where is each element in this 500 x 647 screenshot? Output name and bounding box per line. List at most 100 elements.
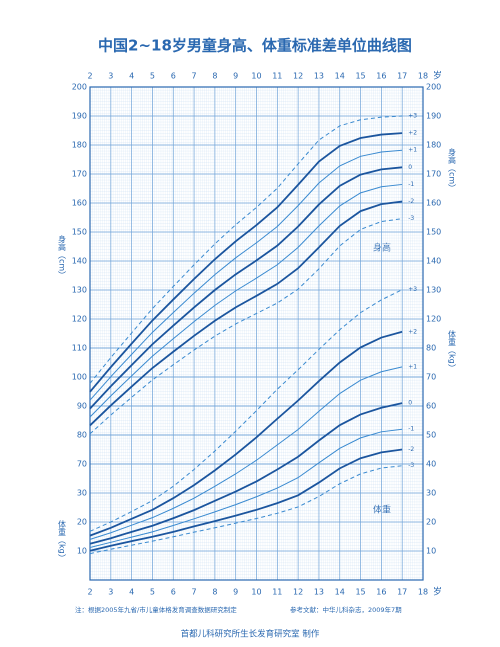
growth-curve bbox=[89, 132, 403, 393]
x-tick-label: 2 bbox=[87, 72, 92, 81]
y2-tick-label: 40 bbox=[426, 460, 436, 469]
x-tick-label: 3 bbox=[108, 588, 113, 597]
x-tick-label: 11 bbox=[272, 588, 282, 597]
y-tick-label-right: 130 bbox=[426, 286, 441, 295]
x-tick-label: 12 bbox=[293, 72, 303, 81]
x-tick-label: 16 bbox=[376, 72, 386, 81]
growth-curve bbox=[89, 402, 403, 545]
curve-label: 0 bbox=[408, 164, 412, 171]
y2-tick-label: 80 bbox=[426, 344, 436, 353]
y-tick-label: 200 bbox=[72, 83, 87, 92]
x-tick-label: 15 bbox=[355, 72, 365, 81]
x-tick-label: 13 bbox=[314, 72, 324, 81]
x-tick-label: 6 bbox=[171, 72, 176, 81]
y-tick-label: 90 bbox=[77, 402, 87, 411]
y2-tick-label: 10 bbox=[426, 547, 436, 556]
curve-label: -2 bbox=[408, 446, 414, 453]
curve-label: -2 bbox=[408, 198, 414, 205]
x-tick-label: 18 bbox=[418, 588, 428, 597]
y-tick-label: 120 bbox=[72, 315, 87, 324]
y2-tick-label: 70 bbox=[426, 373, 436, 382]
curve-label: +3 bbox=[408, 113, 417, 120]
x-unit: 岁 bbox=[433, 586, 442, 598]
curve-label: +1 bbox=[408, 363, 417, 370]
x-tick-label: 18 bbox=[418, 72, 428, 81]
growth-curve bbox=[89, 166, 403, 410]
x-tick-label: 6 bbox=[171, 588, 176, 597]
y-tick-label-right: 160 bbox=[426, 199, 441, 208]
y2-tick-label: 20 bbox=[426, 518, 436, 527]
x-tick-label: 17 bbox=[397, 588, 407, 597]
x-tick-label: 7 bbox=[192, 72, 197, 81]
curve-label: +2 bbox=[408, 328, 417, 335]
footer: 首都儿科研究所生长发育研究室 制作 bbox=[181, 629, 320, 640]
x-tick-label: 11 bbox=[272, 72, 282, 81]
curve-label: -3 bbox=[408, 462, 414, 469]
x-tick-label: 5 bbox=[150, 72, 155, 81]
x-tick-label: 10 bbox=[251, 72, 261, 81]
y-tick-label: 100 bbox=[72, 373, 87, 382]
y2-axis-label: 体重（kg） bbox=[448, 329, 457, 372]
y-tick-label: 150 bbox=[72, 228, 87, 237]
y-tick-label: 190 bbox=[72, 112, 87, 121]
y-axis-label: 身高（cm） bbox=[58, 234, 67, 279]
y-tick-label: 70 bbox=[77, 460, 87, 469]
y-tick-label: 110 bbox=[72, 344, 87, 353]
y2-tick-label: 50 bbox=[426, 431, 436, 440]
growth-curve bbox=[89, 183, 403, 418]
x-tick-label: 12 bbox=[293, 588, 303, 597]
curve-label: +2 bbox=[408, 130, 417, 137]
growth-curve bbox=[89, 428, 403, 549]
x-tick-label: 4 bbox=[129, 588, 134, 597]
plot-frame bbox=[89, 86, 424, 581]
curve-label: -1 bbox=[408, 181, 414, 188]
curve-label: 0 bbox=[408, 400, 412, 407]
y2-tick-label: 60 bbox=[426, 402, 436, 411]
chart-title: 中国2~18岁男童身高、体重标准差单位曲线图 bbox=[98, 37, 412, 55]
x-tick-label: 4 bbox=[129, 72, 134, 81]
x-tick-label: 5 bbox=[150, 588, 155, 597]
y-tick-label-right: 140 bbox=[426, 257, 441, 266]
y-tick-label-right: 180 bbox=[426, 141, 441, 150]
x-tick-label: 16 bbox=[376, 588, 386, 597]
y2-tick-label-left: 10 bbox=[77, 547, 87, 556]
x-tick-label: 9 bbox=[233, 72, 238, 81]
y-tick-label-right: 170 bbox=[426, 170, 441, 179]
x-tick-label: 10 bbox=[251, 588, 261, 597]
y-tick-label-right: 190 bbox=[426, 112, 441, 121]
curve-label: +3 bbox=[408, 286, 417, 293]
y-tick-label: 130 bbox=[72, 286, 87, 295]
reference: 参考文献：中华儿科杂志，2009年7期 bbox=[290, 605, 402, 614]
growth-curve bbox=[89, 200, 403, 427]
growth-curve bbox=[89, 289, 403, 532]
y-tick-label: 80 bbox=[77, 431, 87, 440]
y-axis-label-right: 身高（cm） bbox=[448, 147, 457, 192]
x-tick-label: 7 bbox=[192, 588, 197, 597]
y-tick-label: 180 bbox=[72, 141, 87, 150]
curve-label: +1 bbox=[408, 147, 417, 154]
x-tick-label: 9 bbox=[233, 588, 238, 597]
x-unit: 岁 bbox=[433, 70, 442, 82]
y-tick-label: 160 bbox=[72, 199, 87, 208]
y-tick-label: 140 bbox=[72, 257, 87, 266]
curve-label: -1 bbox=[408, 426, 414, 433]
growth-curve bbox=[89, 366, 403, 540]
note: 注：根据2005年九省/市儿童体格发育调查数据研究制定 bbox=[75, 605, 237, 614]
y-tick-label-right: 150 bbox=[426, 228, 441, 237]
y-tick-label-right: 120 bbox=[426, 315, 441, 324]
x-tick-label: 17 bbox=[397, 72, 407, 81]
growth-curve bbox=[89, 448, 403, 552]
x-tick-label: 8 bbox=[212, 72, 217, 81]
x-tick-label: 14 bbox=[335, 72, 345, 81]
x-tick-label: 13 bbox=[314, 588, 324, 597]
growth-curve bbox=[89, 149, 403, 401]
x-tick-label: 8 bbox=[212, 588, 217, 597]
x-tick-label: 2 bbox=[87, 588, 92, 597]
y2-tick-label: 30 bbox=[426, 489, 436, 498]
x-tick-label: 3 bbox=[108, 72, 113, 81]
y-tick-label: 170 bbox=[72, 170, 87, 179]
y-tick-label-right: 200 bbox=[426, 83, 441, 92]
x-tick-label: 15 bbox=[355, 588, 365, 597]
y2-tick-label-left: 20 bbox=[77, 518, 87, 527]
